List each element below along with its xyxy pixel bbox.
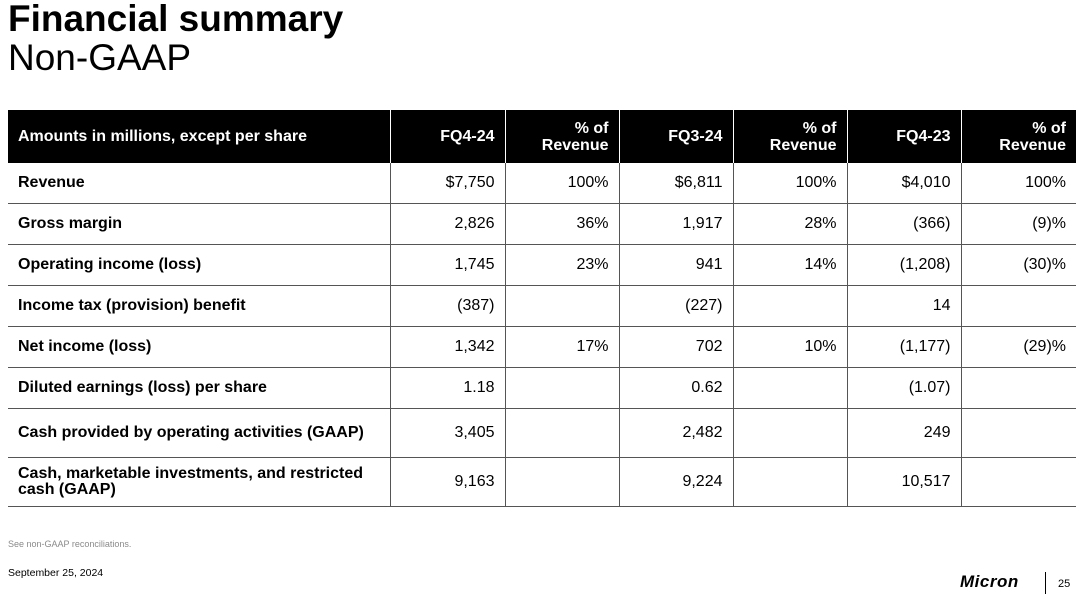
table-cell: $4,010 xyxy=(846,163,961,204)
table-cell: (29)% xyxy=(960,326,1076,368)
table-row: Net income (loss) 1,342 17% 702 10% (1,1… xyxy=(8,326,1076,368)
table-cell: (227) xyxy=(618,285,733,327)
table-cell: 0.62 xyxy=(618,367,733,409)
table-cell xyxy=(960,285,1076,327)
header-fq3-24: FQ3-24 xyxy=(618,110,733,163)
header-fq4-23: FQ4-23 xyxy=(846,110,961,163)
table-cell: 10% xyxy=(732,326,847,368)
footnote: See non-GAAP reconciliations. xyxy=(8,539,132,549)
table-cell xyxy=(960,457,1076,507)
table-cell xyxy=(504,457,619,507)
row-label: Gross margin xyxy=(8,203,390,245)
table-cell xyxy=(732,408,847,458)
table-cell: 100% xyxy=(732,163,847,204)
table-row: Income tax (provision) benefit (387) (22… xyxy=(8,285,1076,327)
table-cell: (387) xyxy=(389,285,505,327)
table-cell: $7,750 xyxy=(389,163,505,204)
table-cell: 2,482 xyxy=(618,408,733,458)
table-cell xyxy=(504,367,619,409)
table-cell: 36% xyxy=(504,203,619,245)
header-pct-revenue-fq4-24: % of Revenue xyxy=(504,110,619,163)
table-header-row: Amounts in millions, except per share FQ… xyxy=(8,110,1076,163)
header-label-column: Amounts in millions, except per share xyxy=(8,110,390,163)
table-cell xyxy=(960,367,1076,409)
row-label: Income tax (provision) benefit xyxy=(8,285,390,327)
row-label: Diluted earnings (loss) per share xyxy=(8,367,390,409)
table-cell xyxy=(504,408,619,458)
table-cell: 14% xyxy=(732,244,847,286)
slide-date: September 25, 2024 xyxy=(8,567,104,579)
table-cell xyxy=(732,457,847,507)
header-pct-revenue-fq4-23: % of Revenue xyxy=(960,110,1076,163)
header-pct-revenue-fq3-24: % of Revenue xyxy=(732,110,847,163)
table-cell: 1,342 xyxy=(389,326,505,368)
table-cell: (30)% xyxy=(960,244,1076,286)
table-row: Cash provided by operating activities (G… xyxy=(8,408,1076,458)
table-cell: 28% xyxy=(732,203,847,245)
table-cell: $6,811 xyxy=(618,163,733,204)
table-row: Diluted earnings (loss) per share 1.18 0… xyxy=(8,367,1076,409)
table-cell: (1,177) xyxy=(846,326,961,368)
table-cell xyxy=(960,408,1076,458)
table-row: Revenue $7,750 100% $6,811 100% $4,010 1… xyxy=(8,163,1076,204)
table-cell xyxy=(732,367,847,409)
table-row: Operating income (loss) 1,745 23% 941 14… xyxy=(8,244,1076,286)
table-cell: 10,517 xyxy=(846,457,961,507)
table-cell: 9,224 xyxy=(618,457,733,507)
row-label: Operating income (loss) xyxy=(8,244,390,286)
header-fq4-24: FQ4-24 xyxy=(389,110,505,163)
table-cell: 23% xyxy=(504,244,619,286)
micron-logo: Micron xyxy=(960,572,1019,591)
footer-divider xyxy=(1045,572,1046,594)
page-number: 25 xyxy=(1058,578,1071,590)
table-row: Cash, marketable investments, and restri… xyxy=(8,457,1076,507)
table-cell: 702 xyxy=(618,326,733,368)
table-cell: 941 xyxy=(618,244,733,286)
table-cell xyxy=(732,285,847,327)
row-label: Revenue xyxy=(8,163,390,204)
table-row: Gross margin 2,826 36% 1,917 28% (366) (… xyxy=(8,203,1076,245)
table-cell: 9,163 xyxy=(389,457,505,507)
table-cell: (1.07) xyxy=(846,367,961,409)
slide-subtitle: Non-GAAP xyxy=(8,37,192,78)
financial-summary-table: Amounts in millions, except per share FQ… xyxy=(8,110,1076,507)
row-label: Cash, marketable investments, and restri… xyxy=(8,457,390,507)
table-cell: (1,208) xyxy=(846,244,961,286)
slide-title: Financial summary xyxy=(8,0,344,39)
table-cell: (366) xyxy=(846,203,961,245)
table-cell xyxy=(504,285,619,327)
table-cell: 3,405 xyxy=(389,408,505,458)
table-cell: 2,826 xyxy=(389,203,505,245)
table-cell: 100% xyxy=(504,163,619,204)
table-cell: 100% xyxy=(960,163,1076,204)
table-cell: 17% xyxy=(504,326,619,368)
table-cell: 249 xyxy=(846,408,961,458)
table-cell: 1,917 xyxy=(618,203,733,245)
row-label: Net income (loss) xyxy=(8,326,390,368)
table-cell: 1.18 xyxy=(389,367,505,409)
table-cell: (9)% xyxy=(960,203,1076,245)
table-cell: 14 xyxy=(846,285,961,327)
table-cell: 1,745 xyxy=(389,244,505,286)
row-label: Cash provided by operating activities (G… xyxy=(8,408,390,458)
